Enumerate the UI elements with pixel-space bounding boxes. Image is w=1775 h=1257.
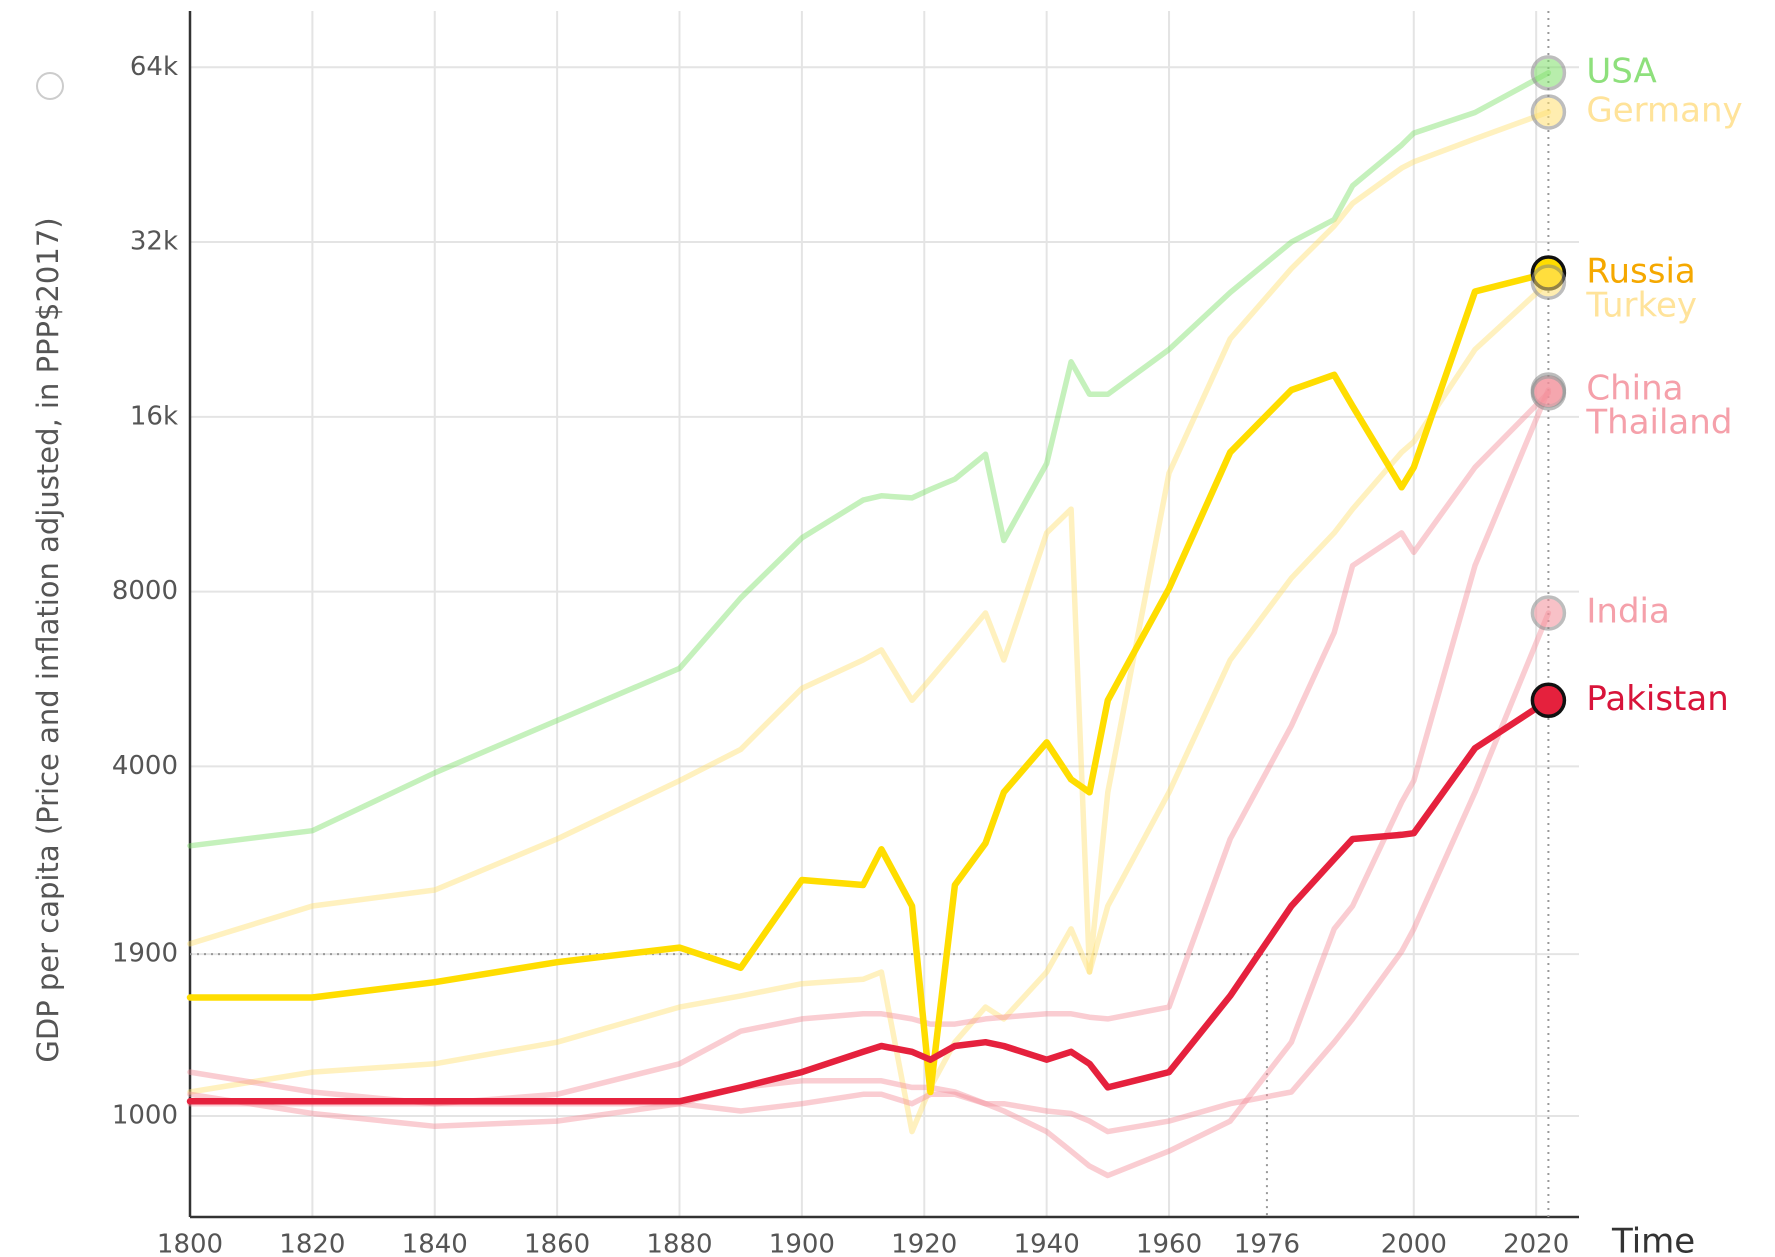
series-label: Pakistan [1586, 679, 1728, 719]
x-tick-label: 1840 [402, 1230, 468, 1257]
x-tick-label: 1900 [769, 1230, 835, 1257]
y-tick-label: 8000 [112, 576, 178, 606]
end-marker [1530, 682, 1567, 719]
series-label: Germany [1586, 90, 1742, 130]
x-tick-label: 1880 [646, 1230, 712, 1257]
series-line [187, 70, 1552, 849]
end-marker [1530, 264, 1567, 300]
end-marker [1530, 375, 1567, 411]
x-tick-label: 1976 [1234, 1230, 1300, 1257]
x-tick-label: 1960 [1136, 1230, 1202, 1257]
series-label: Turkey [1585, 286, 1697, 326]
series-line [187, 109, 1552, 975]
y-axis-label: GDP per capita (Price and inflation adju… [31, 217, 65, 1062]
y-tick-label: 64k [130, 52, 178, 82]
x-tick-label: 2000 [1381, 1230, 1447, 1257]
y-tick-label: 1900 [112, 939, 178, 969]
series-line [187, 279, 1552, 1135]
help-icon[interactable] [36, 72, 64, 100]
series-label: USA [1586, 51, 1656, 91]
x-axis-label: Time [1611, 1222, 1695, 1257]
series-label: Russia [1586, 252, 1695, 292]
end-marker [1530, 55, 1567, 91]
end-marker [1530, 595, 1567, 631]
y-tick-label: 1000 [112, 1101, 178, 1131]
x-tick-label: 1940 [1014, 1230, 1080, 1257]
x-tick-label: 2020 [1503, 1230, 1569, 1257]
series-line [186, 269, 1552, 1096]
series-line [187, 610, 1552, 1135]
series-line [187, 387, 1552, 1179]
series-label: China [1586, 368, 1683, 408]
x-tick-label: 1920 [891, 1230, 957, 1257]
x-tick-label: 1800 [157, 1230, 223, 1257]
y-tick-label: 16k [130, 401, 178, 431]
series-line [187, 390, 1552, 1107]
y-tick-label: 32k [130, 227, 178, 257]
y-tick-label: 4000 [112, 751, 178, 781]
x-tick-label: 1860 [524, 1230, 590, 1257]
series-label: India [1586, 592, 1669, 632]
series-line [186, 697, 1552, 1105]
end-marker [1530, 94, 1567, 130]
x-tick-label: 1820 [279, 1230, 345, 1257]
series-label: Thailand [1585, 402, 1732, 442]
